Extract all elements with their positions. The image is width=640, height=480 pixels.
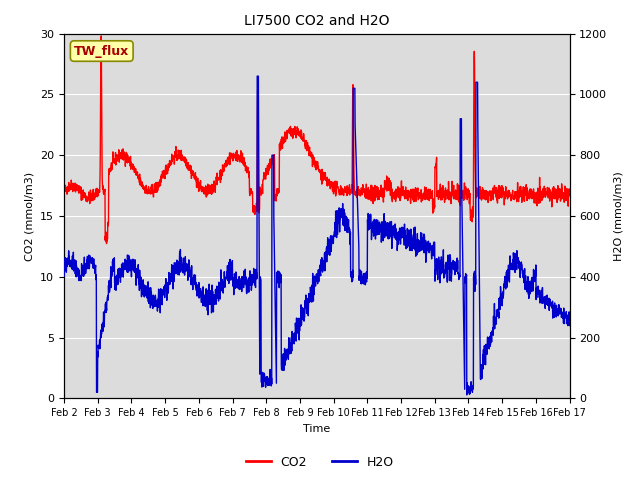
Title: LI7500 CO2 and H2O: LI7500 CO2 and H2O	[244, 14, 390, 28]
Y-axis label: CO2 (mmol/m3): CO2 (mmol/m3)	[24, 171, 35, 261]
X-axis label: Time: Time	[303, 424, 330, 433]
Text: TW_flux: TW_flux	[74, 45, 129, 58]
Y-axis label: H2O (mmol/m3): H2O (mmol/m3)	[613, 171, 623, 261]
Legend: CO2, H2O: CO2, H2O	[241, 451, 399, 474]
